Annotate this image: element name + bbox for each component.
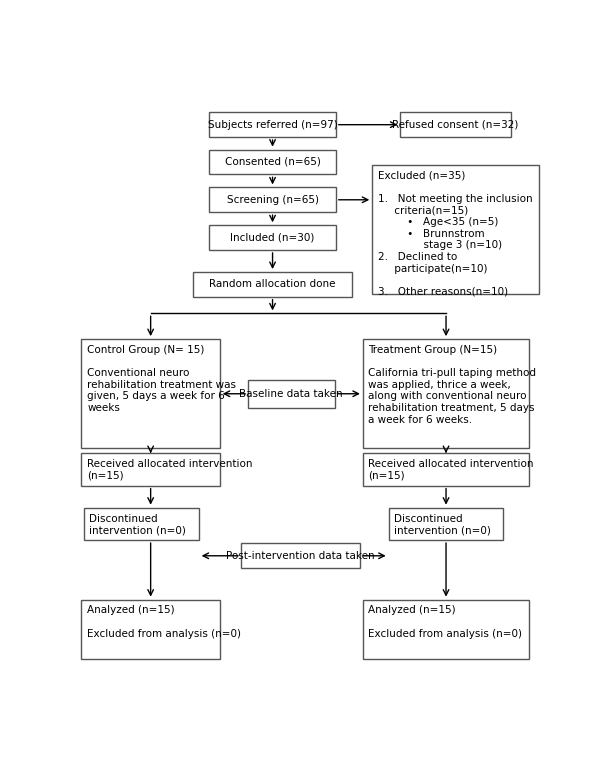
Text: Received allocated intervention
(n=15): Received allocated intervention (n=15) xyxy=(87,459,253,481)
Bar xyxy=(363,600,529,659)
Text: Consented (n=65): Consented (n=65) xyxy=(224,157,321,167)
Text: Discontinued
intervention (n=0): Discontinued intervention (n=0) xyxy=(90,514,186,535)
Bar xyxy=(372,165,538,294)
Text: Baseline data taken: Baseline data taken xyxy=(240,389,343,399)
Text: Random allocation done: Random allocation done xyxy=(209,280,336,290)
Text: Subjects referred (n=97): Subjects referred (n=97) xyxy=(208,120,338,130)
Bar xyxy=(209,112,336,137)
Bar xyxy=(363,339,529,449)
Bar xyxy=(401,112,511,137)
Text: Excluded (n=35)

1.   Not meeting the inclusion
     criteria(n=15)
         •  : Excluded (n=35) 1. Not meeting the inclu… xyxy=(378,170,532,296)
Text: Refused consent (n=32): Refused consent (n=32) xyxy=(392,120,518,130)
Text: Control Group (N= 15)

Conventional neuro
rehabilitation treatment was
given, 5 : Control Group (N= 15) Conventional neuro… xyxy=(87,345,236,413)
Bar xyxy=(209,150,336,174)
Bar xyxy=(82,339,220,449)
Bar xyxy=(193,272,352,296)
Text: Screening (n=65): Screening (n=65) xyxy=(226,195,319,205)
Text: Post-intervention data taken: Post-intervention data taken xyxy=(226,551,375,561)
Bar xyxy=(248,379,335,408)
Text: Analyzed (n=15)

Excluded from analysis (n=0): Analyzed (n=15) Excluded from analysis (… xyxy=(87,605,241,639)
Text: Received allocated intervention
(n=15): Received allocated intervention (n=15) xyxy=(368,459,534,481)
Bar xyxy=(209,187,336,212)
Bar xyxy=(388,508,503,540)
Bar xyxy=(82,453,220,485)
Text: Discontinued
intervention (n=0): Discontinued intervention (n=0) xyxy=(394,514,491,535)
Bar xyxy=(82,600,220,659)
Text: Analyzed (n=15)

Excluded from analysis (n=0): Analyzed (n=15) Excluded from analysis (… xyxy=(368,605,523,639)
Text: Treatment Group (N=15)

California tri-pull taping method
was applied, thrice a : Treatment Group (N=15) California tri-pu… xyxy=(368,345,537,425)
Bar xyxy=(84,508,198,540)
Bar xyxy=(209,225,336,250)
Bar xyxy=(363,453,529,485)
Text: Included (n=30): Included (n=30) xyxy=(231,233,315,243)
Bar xyxy=(241,544,361,568)
